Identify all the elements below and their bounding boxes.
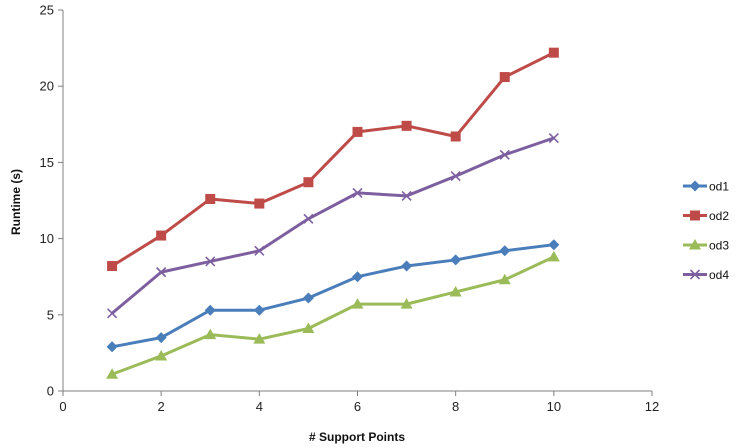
y-axis-title: Runtime (s) bbox=[9, 169, 23, 235]
legend-item-od1: od1 bbox=[683, 180, 729, 194]
legend-label: od1 bbox=[709, 180, 729, 194]
data-point-od1 bbox=[450, 254, 462, 266]
legend-item-od3: od3 bbox=[683, 239, 729, 253]
data-point-od4 bbox=[352, 187, 363, 198]
data-point-od1 bbox=[106, 341, 118, 353]
data-point-od1 bbox=[352, 271, 363, 283]
data-point-od3 bbox=[351, 298, 364, 309]
data-point-od3 bbox=[155, 349, 168, 361]
data-point-od2 bbox=[401, 120, 412, 131]
x-marker-stroke bbox=[205, 256, 216, 267]
x-marker-stroke bbox=[689, 269, 701, 280]
data-point-od3 bbox=[302, 322, 315, 334]
x-tick-label: 2 bbox=[158, 399, 165, 414]
legend-item-od2: od2 bbox=[683, 209, 729, 223]
data-point-od2 bbox=[450, 131, 461, 142]
data-point-od4 bbox=[156, 267, 167, 278]
data-point-od3 bbox=[449, 285, 462, 297]
series-line-od3 bbox=[111, 255, 555, 376]
x-tick-label: 10 bbox=[547, 399, 561, 414]
x-marker-stroke bbox=[107, 308, 118, 319]
x-marker-stroke bbox=[450, 171, 461, 182]
legend-marker bbox=[689, 180, 701, 192]
data-point-od2 bbox=[352, 126, 363, 137]
data-point-od1 bbox=[204, 304, 216, 316]
legend: od1 od2 od3 od4 bbox=[683, 180, 729, 282]
legend-label: od3 bbox=[709, 239, 729, 253]
data-point-od2 bbox=[548, 47, 559, 58]
x-marker-stroke bbox=[401, 190, 412, 201]
data-point-od1 bbox=[253, 304, 265, 316]
legend-item-od4: od4 bbox=[683, 268, 729, 282]
data-point-od2 bbox=[303, 177, 314, 188]
data-point-od4 bbox=[303, 213, 314, 224]
y-tick-label: 0 bbox=[47, 384, 54, 399]
data-point-od3 bbox=[204, 328, 217, 340]
data-point-od1 bbox=[302, 292, 314, 304]
y-tick-label: 25 bbox=[40, 3, 54, 18]
series-line-od4 bbox=[111, 136, 555, 315]
x-marker-stroke bbox=[548, 132, 559, 144]
x-axis-title: # Support Points bbox=[309, 430, 405, 444]
plot-area bbox=[106, 47, 560, 379]
data-point-od4 bbox=[499, 149, 510, 160]
data-point-od4 bbox=[450, 171, 461, 182]
x-marker-stroke bbox=[499, 149, 510, 160]
data-point-od1 bbox=[155, 332, 167, 344]
x-tick-label: 8 bbox=[452, 399, 459, 414]
data-point-od3 bbox=[547, 250, 560, 262]
x-tick-label: 6 bbox=[354, 399, 361, 414]
x-tick-label: 12 bbox=[645, 399, 659, 414]
legend-label: od4 bbox=[709, 268, 729, 282]
data-point-od2 bbox=[499, 72, 510, 83]
x-marker-stroke bbox=[254, 245, 265, 256]
data-point-od4 bbox=[107, 308, 118, 319]
x-tick-label: 4 bbox=[256, 399, 263, 414]
data-point-od4 bbox=[254, 245, 265, 256]
data-point-od4 bbox=[205, 256, 216, 267]
y-tick-label: 15 bbox=[40, 155, 54, 170]
data-point-od2 bbox=[107, 261, 118, 272]
data-point-od3 bbox=[498, 273, 511, 285]
data-point-od2 bbox=[156, 230, 167, 241]
legend-marker bbox=[689, 269, 701, 280]
legend-marker bbox=[690, 210, 700, 221]
data-point-od1 bbox=[548, 239, 560, 251]
legend-marker bbox=[689, 239, 701, 250]
y-tick-label: 20 bbox=[40, 79, 54, 94]
data-point-od1 bbox=[401, 260, 413, 272]
x-marker-stroke bbox=[303, 213, 314, 224]
x-marker-stroke bbox=[352, 187, 363, 198]
axes: 0 5 10 15 20 25 0 2 4 6 8 10 12 bbox=[40, 3, 660, 415]
x-marker-stroke bbox=[156, 267, 167, 278]
series-line-od2 bbox=[111, 51, 555, 268]
data-point-od2 bbox=[205, 193, 216, 204]
y-tick-label: 5 bbox=[47, 307, 54, 322]
data-point-od1 bbox=[499, 245, 511, 257]
y-tick-label: 10 bbox=[40, 231, 54, 246]
data-point-od3 bbox=[106, 368, 119, 379]
data-point-od4 bbox=[401, 190, 412, 201]
legend-label: od2 bbox=[709, 209, 729, 223]
data-point-od4 bbox=[548, 132, 559, 144]
data-point-od2 bbox=[254, 198, 265, 209]
x-tick-label: 0 bbox=[59, 399, 66, 414]
data-point-od3 bbox=[253, 333, 266, 344]
data-point-od3 bbox=[400, 298, 413, 309]
series-line-od1 bbox=[111, 243, 555, 349]
